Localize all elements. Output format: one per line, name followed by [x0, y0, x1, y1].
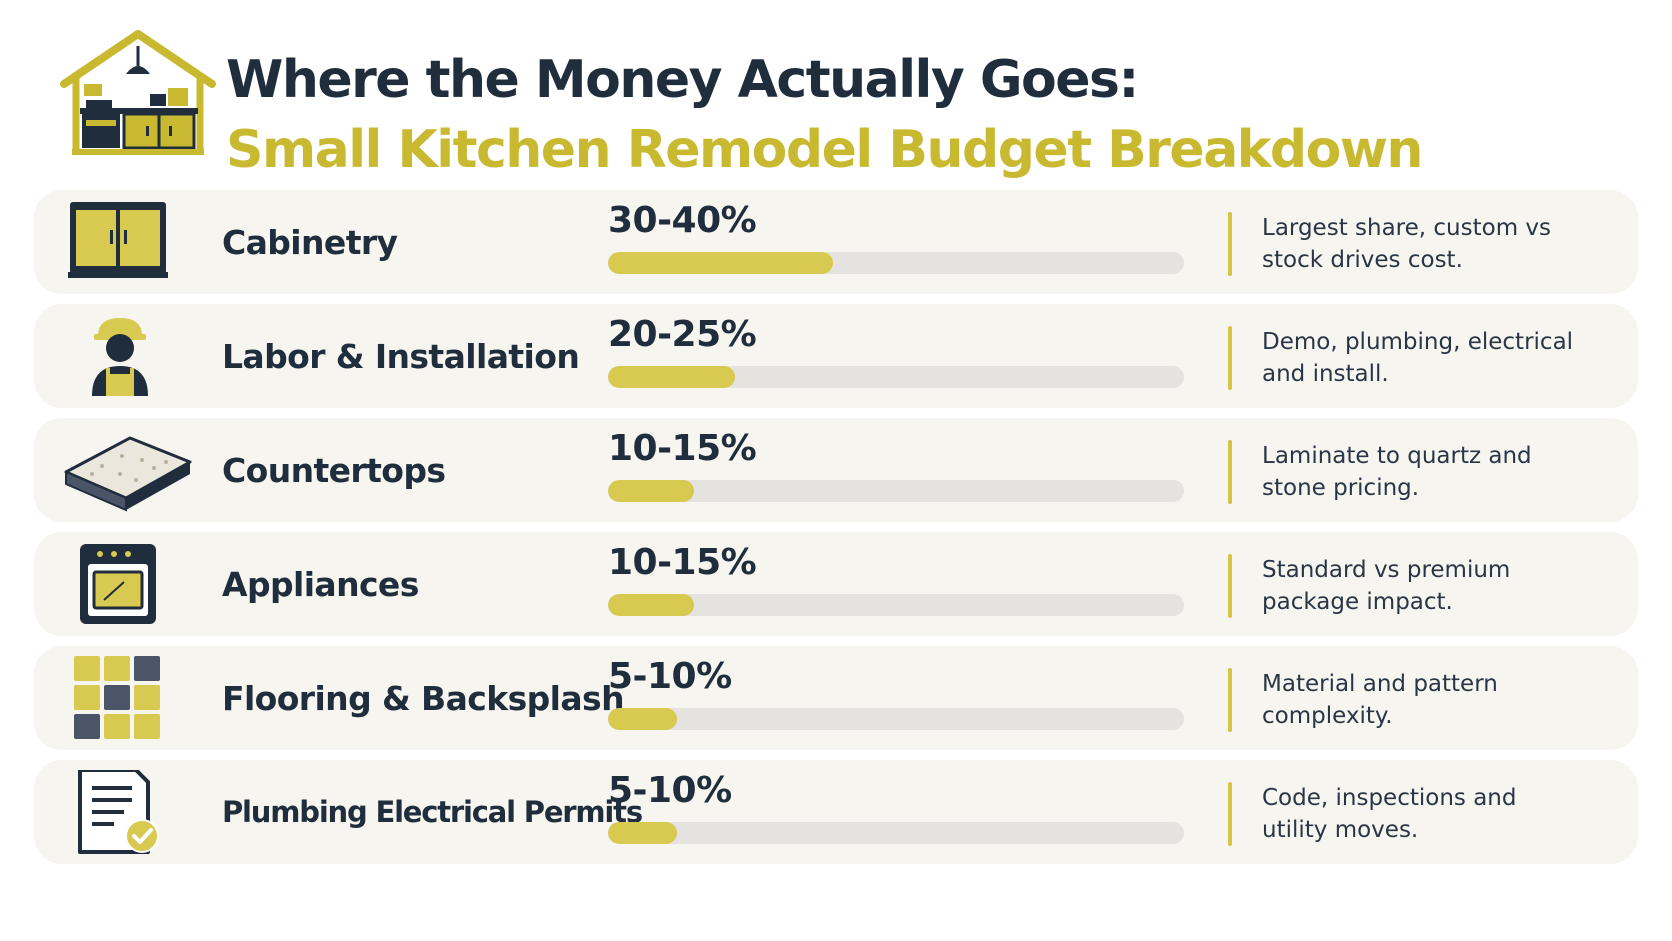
divider	[1228, 440, 1232, 504]
divider	[1228, 668, 1232, 732]
countertop-slab-icon	[62, 428, 202, 512]
category-percent: 20-25%	[608, 314, 757, 355]
note-line: utility moves.	[1262, 817, 1419, 843]
category-note: Standard vs premium package impact.	[1262, 554, 1622, 618]
category-row-appliances: Appliances 10-15% Standard vs premium pa…	[34, 532, 1638, 636]
category-percent: 5-10%	[608, 770, 732, 811]
category-row-flooring: Flooring & Backsplash 5-10% Material and…	[34, 646, 1638, 750]
note-line: Laminate to quartz and	[1262, 443, 1532, 469]
category-note: Laminate to quartz and stone pricing.	[1262, 440, 1622, 504]
category-label: Countertops	[222, 450, 446, 490]
kitchen-house-icon	[58, 28, 218, 164]
category-row-cabinetry: Cabinetry 30-40% Largest share, custom v…	[34, 190, 1638, 294]
progress-bar	[608, 252, 1184, 274]
category-label: Appliances	[222, 564, 419, 604]
progress-bar	[608, 366, 1184, 388]
note-line: and install.	[1262, 361, 1389, 387]
category-row-countertops: Countertops 10-15% Laminate to quartz an…	[34, 418, 1638, 522]
category-note: Code, inspections and utility moves.	[1262, 782, 1622, 846]
category-label: Cabinetry	[222, 222, 398, 262]
oven-icon	[62, 542, 202, 626]
category-note: Material and pattern complexity.	[1262, 668, 1622, 732]
page-subtitle: Small Kitchen Remodel Budget Breakdown	[226, 120, 1423, 180]
progress-fill	[608, 822, 678, 844]
progress-bar	[608, 822, 1184, 844]
progress-fill	[608, 708, 678, 730]
note-line: Largest share, custom vs	[1262, 215, 1552, 241]
category-percent: 10-15%	[608, 542, 757, 583]
category-label: Flooring & Backsplash	[222, 678, 625, 718]
category-percent: 10-15%	[608, 428, 757, 469]
cabinet-icon	[62, 200, 202, 284]
progress-fill	[608, 252, 833, 274]
progress-bar	[608, 594, 1184, 616]
divider	[1228, 326, 1232, 390]
progress-fill	[608, 594, 695, 616]
permit-document-icon	[62, 770, 202, 854]
category-note: Demo, plumbing, electrical and install.	[1262, 326, 1622, 390]
page-title: Where the Money Actually Goes:	[226, 50, 1139, 110]
category-row-permits: Plumbing Electrical Permits 5-10% Code, …	[34, 760, 1638, 864]
divider	[1228, 554, 1232, 618]
category-percent: 5-10%	[608, 656, 732, 697]
note-line: complexity.	[1262, 703, 1393, 729]
note-line: Demo, plumbing, electrical	[1262, 329, 1574, 355]
note-line: Material and pattern	[1262, 671, 1498, 697]
progress-bar	[608, 708, 1184, 730]
note-line: stone pricing.	[1262, 475, 1420, 501]
category-note: Largest share, custom vs stock drives co…	[1262, 212, 1622, 276]
category-percent: 30-40%	[608, 200, 757, 241]
note-line: package impact.	[1262, 589, 1453, 615]
category-label: Labor & Installation	[222, 336, 580, 376]
progress-fill	[608, 480, 695, 502]
divider	[1228, 212, 1232, 276]
note-line: stock drives cost.	[1262, 247, 1463, 273]
note-line: Code, inspections and	[1262, 785, 1517, 811]
note-line: Standard vs premium	[1262, 557, 1511, 583]
category-label: Plumbing Electrical Permits	[222, 795, 643, 829]
progress-fill	[608, 366, 735, 388]
progress-bar	[608, 480, 1184, 502]
category-row-labor: Labor & Installation 20-25% Demo, plumbi…	[34, 304, 1638, 408]
divider	[1228, 782, 1232, 846]
worker-icon	[62, 314, 202, 398]
tiles-icon	[62, 656, 202, 740]
